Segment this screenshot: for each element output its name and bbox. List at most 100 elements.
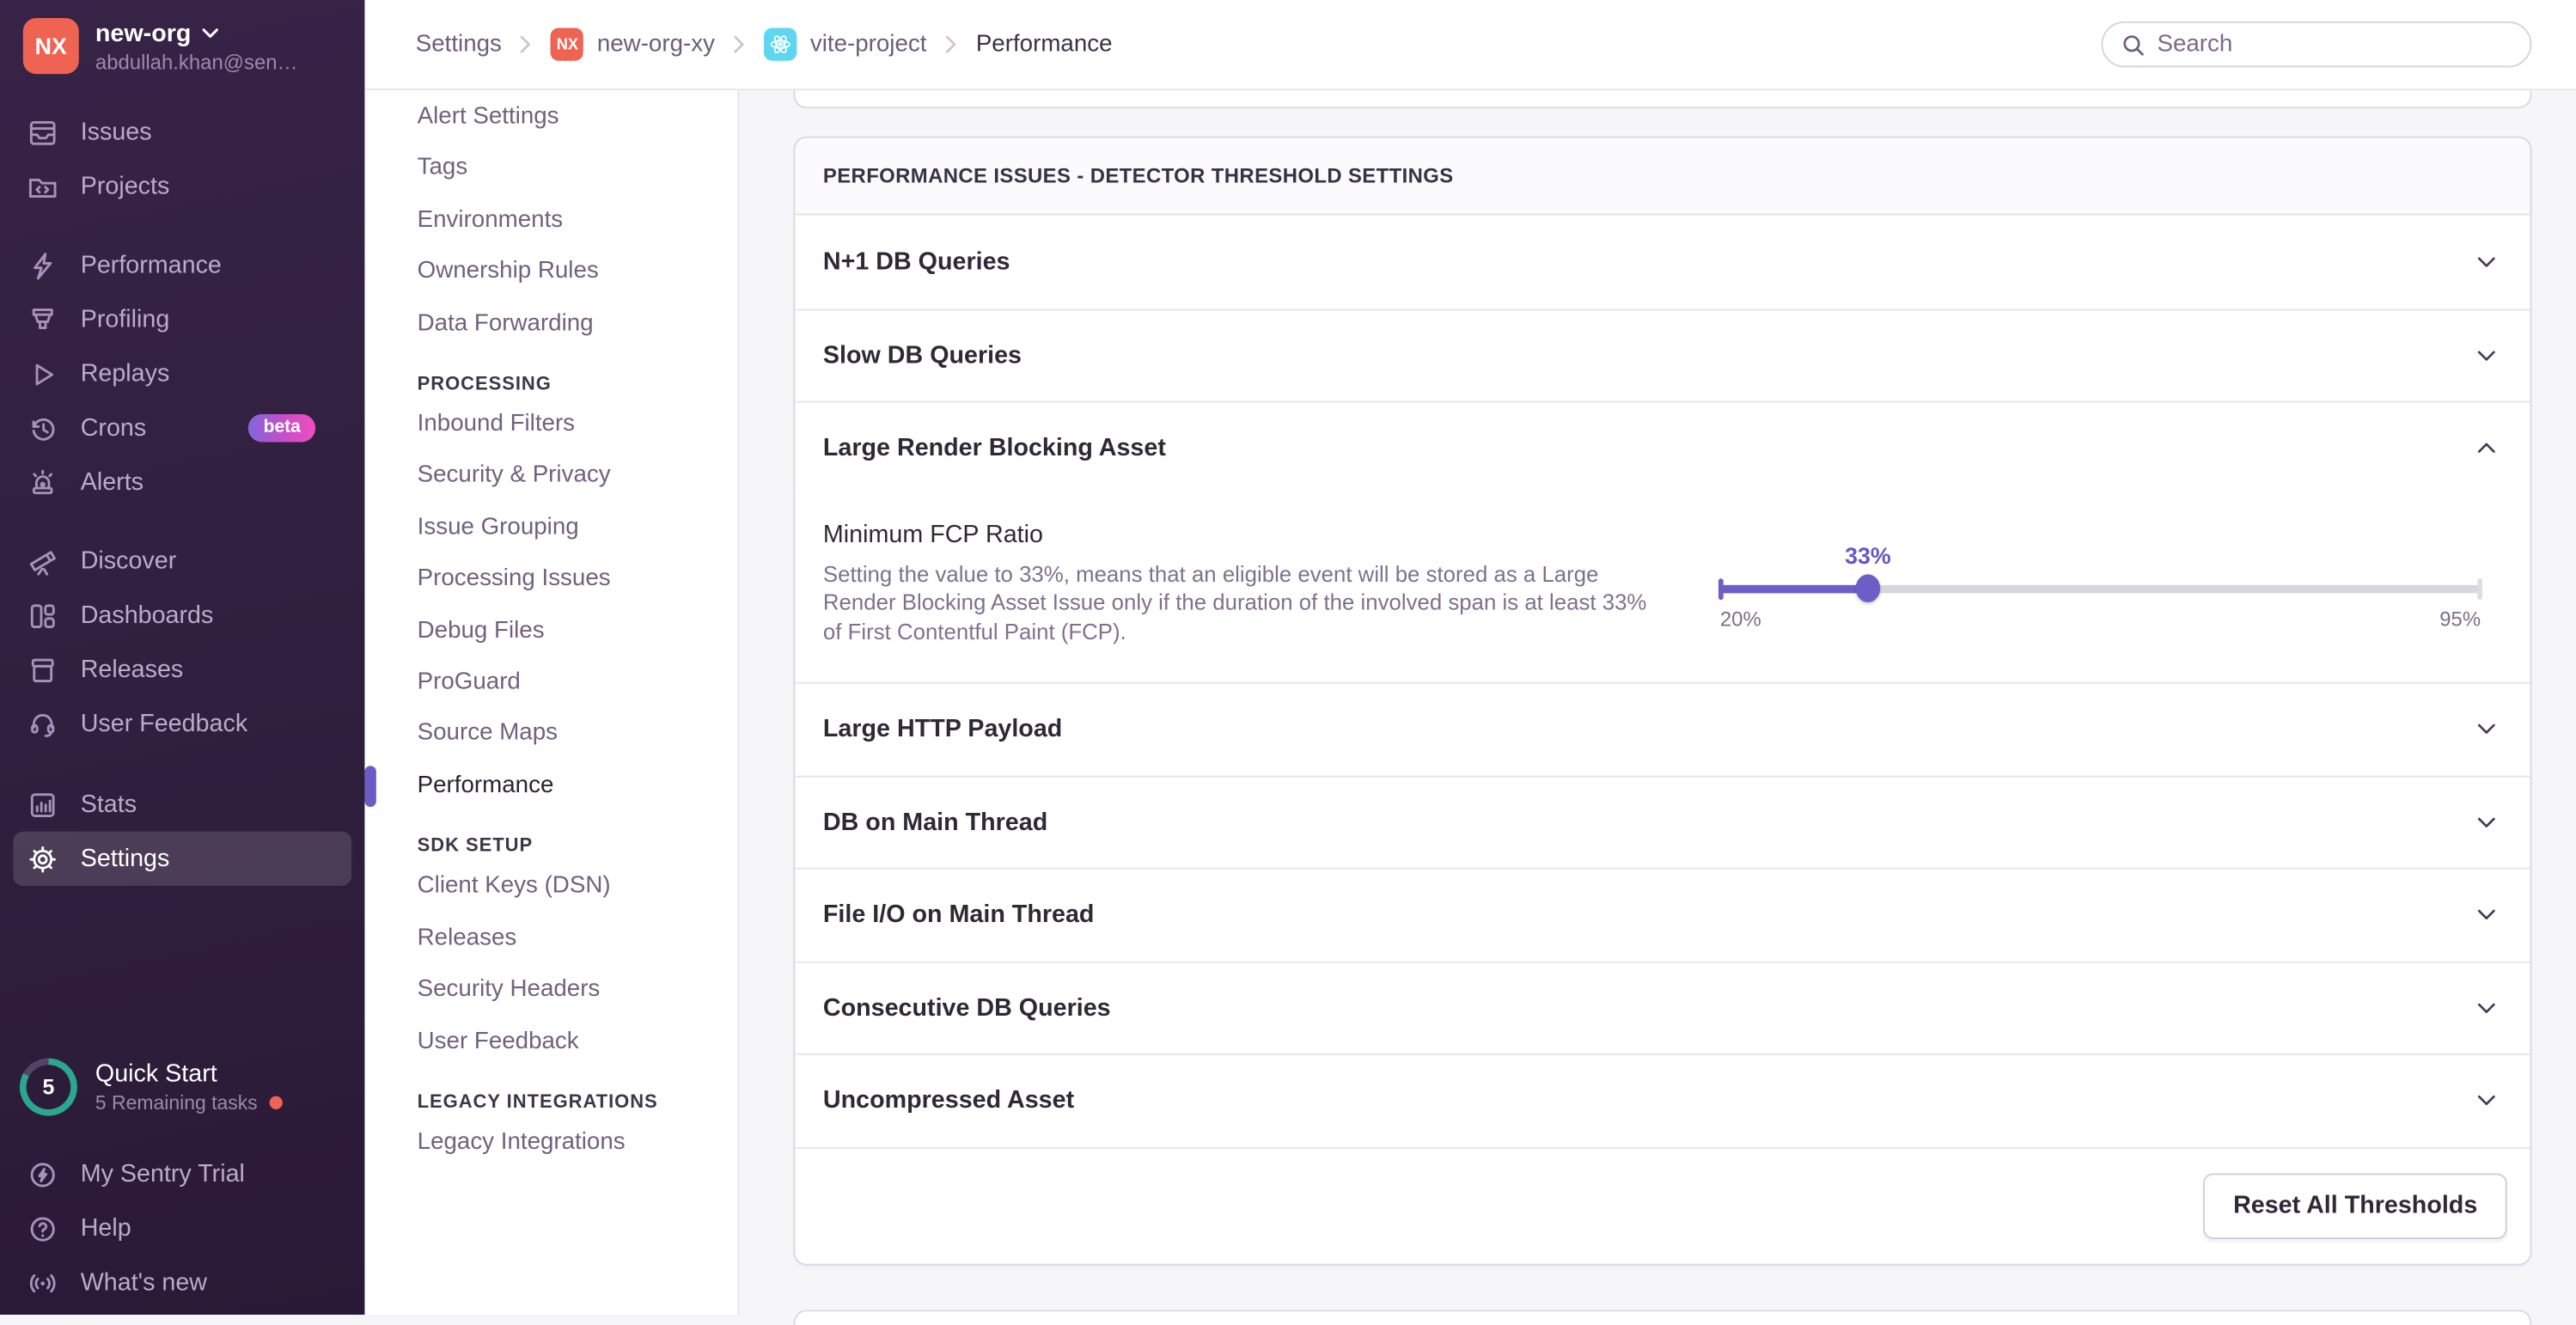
chevron-down-icon <box>2474 902 2499 927</box>
subnav-item-debug-files[interactable]: Debug Files <box>417 617 545 644</box>
reset-all-thresholds-button[interactable]: Reset All Thresholds <box>2203 1172 2507 1239</box>
chevron-down-icon <box>2474 343 2499 368</box>
subnav-item-performance[interactable]: Performance <box>364 760 737 812</box>
sidebar-item-projects[interactable]: Projects <box>0 160 364 214</box>
accordion-row-consecutive-db-queries[interactable]: Consecutive DB Queries <box>795 960 2530 1053</box>
next-card-top-edge <box>793 1309 2532 1325</box>
sidebar-item-profiling[interactable]: Profiling <box>0 292 364 346</box>
panel-title: PERFORMANCE ISSUES - DETECTOR THRESHOLD … <box>795 137 2530 216</box>
sidebar-item-releases[interactable]: Releases <box>0 643 364 697</box>
subnav-item-ownership-rules[interactable]: Ownership Rules <box>417 258 599 285</box>
sidebar-item-performance[interactable]: Performance <box>0 238 364 292</box>
sidebar-item-label: Crons <box>80 413 147 443</box>
sidebar-item-label: My Sentry Trial <box>80 1160 245 1188</box>
subnav-item-releases[interactable]: Releases <box>417 925 517 951</box>
setting-label: Minimum FCP Ratio <box>822 520 1043 548</box>
accordion-row-large-render-blocking-asset[interactable]: Large Render Blocking Asset <box>795 400 2530 494</box>
sidebar-item-label: What's new <box>80 1268 208 1297</box>
discover-icon <box>25 543 61 579</box>
react-project-icon <box>764 27 797 61</box>
sidebar-item-dashboards[interactable]: Dashboards <box>0 589 364 643</box>
breadcrumb-org[interactable]: NX new-org-xy <box>551 27 715 61</box>
slider-track[interactable] <box>1718 574 2483 602</box>
subnav-item-security-privacy[interactable]: Security & Privacy <box>417 462 611 489</box>
chevron-right-icon <box>944 34 957 54</box>
accordion-row-n1-db-queries[interactable]: N+1 DB Queries <box>795 215 2530 308</box>
org-switcher[interactable]: NX new-org abdullah.khan@sen… <box>0 0 364 87</box>
subnav-item-tags[interactable]: Tags <box>417 155 468 182</box>
sidebar-item-discover[interactable]: Discover <box>0 534 364 589</box>
user-feedback-icon <box>25 705 61 742</box>
sidebar-item-user-feedback[interactable]: User Feedback <box>0 697 364 751</box>
org-name: new-org <box>95 18 192 47</box>
alerts-icon <box>25 464 61 500</box>
sidebar-item-replays[interactable]: Replays <box>0 347 364 401</box>
panel-footer: Reset All Thresholds <box>795 1145 2530 1263</box>
search-input[interactable] <box>2157 31 2512 58</box>
detector-threshold-panel: PERFORMANCE ISSUES - DETECTOR THRESHOLD … <box>793 136 2532 1265</box>
breadcrumb-project[interactable]: vite-project <box>764 27 926 61</box>
sidebar-item-label: Stats <box>80 790 137 819</box>
slider-thumb[interactable] <box>1855 574 1881 602</box>
chevron-down-icon <box>2474 717 2499 742</box>
quick-start-panel[interactable]: 5 Quick Start 5 Remaining tasks <box>0 1058 364 1116</box>
sidebar-item-help[interactable]: Help <box>0 1201 364 1255</box>
subnav-item-proguard[interactable]: ProGuard <box>417 669 521 696</box>
subnav-item-environments[interactable]: Environments <box>417 206 564 234</box>
slider-max-tick <box>2477 577 2483 600</box>
breadcrumb: Settings NX new-org-xy vite-project Perf… <box>415 27 1113 61</box>
primary-sidebar: NX new-org abdullah.khan@sen… Issues Pro… <box>0 0 365 1315</box>
accordion-row-db-on-main-thread[interactable]: DB on Main Thread <box>795 774 2530 868</box>
sidebar-item-issues[interactable]: Issues <box>0 105 364 159</box>
sidebar-item-settings[interactable]: Settings <box>13 831 352 886</box>
subnav-item-issue-grouping[interactable]: Issue Grouping <box>417 514 579 540</box>
trial-bolt-icon <box>25 1156 61 1192</box>
accordion-row-large-http-payload[interactable]: Large HTTP Payload <box>795 681 2530 775</box>
chevron-right-icon <box>733 34 746 54</box>
subnav-item-data-forwarding[interactable]: Data Forwarding <box>417 309 594 337</box>
sidebar-item-label: Profiling <box>80 305 170 334</box>
sidebar-item-alerts[interactable]: Alerts <box>0 455 364 510</box>
subnav-item-user-feedback[interactable]: User Feedback <box>417 1028 579 1054</box>
sidebar-item-label: Replays <box>80 359 170 388</box>
chevron-down-icon <box>203 27 219 39</box>
help-icon <box>25 1211 61 1247</box>
beta-badge: beta <box>248 413 316 443</box>
sidebar-item-stats[interactable]: Stats <box>0 778 364 832</box>
accordion-row-uncompressed-asset[interactable]: Uncompressed Asset <box>795 1053 2530 1146</box>
chevron-down-icon <box>2474 809 2499 834</box>
accordion-row-file-io-on-main-thread[interactable]: File I/O on Main Thread <box>795 867 2530 961</box>
subnav-item-source-maps[interactable]: Source Maps <box>417 720 559 748</box>
notification-dot <box>269 1096 283 1109</box>
top-header-bar: Settings NX new-org-xy vite-project Perf… <box>364 0 2576 91</box>
subnav-item-client-keys[interactable]: Client Keys (DSN) <box>417 873 611 900</box>
chevron-up-icon <box>2474 436 2499 461</box>
subnav-item-processing-issues[interactable]: Processing Issues <box>417 565 611 592</box>
fcp-ratio-slider[interactable]: 33% 20% 95% <box>1718 516 2483 645</box>
sidebar-item-label: Issues <box>80 118 152 147</box>
sidebar-item-label: Help <box>80 1214 131 1243</box>
sidebar-item-whats-new[interactable]: What's new <box>0 1255 364 1310</box>
breadcrumb-current-page: Performance <box>975 31 1113 58</box>
org-badge: NX <box>551 27 584 61</box>
setting-description: Setting the value to 33%, means that an … <box>822 561 1647 644</box>
broadcast-icon <box>25 1265 61 1301</box>
stats-icon <box>25 786 61 822</box>
search-box[interactable] <box>2101 21 2532 68</box>
sidebar-item-label: Projects <box>80 172 170 201</box>
chevron-right-icon <box>520 34 533 54</box>
subnav-item-legacy-integrations[interactable]: Legacy Integrations <box>417 1128 626 1156</box>
sidebar-item-my-sentry-trial[interactable]: My Sentry Trial <box>0 1147 364 1201</box>
issues-icon <box>25 114 61 150</box>
quick-start-subtitle: 5 Remaining tasks <box>95 1090 258 1114</box>
subnav-item-security-headers[interactable]: Security Headers <box>417 976 601 1003</box>
subnav-item-alert-settings[interactable]: Alert Settings <box>417 103 559 131</box>
settings-subnav: Alert Settings Tags Environments Ownersh… <box>364 90 740 1315</box>
releases-icon <box>25 651 61 687</box>
accordion-row-slow-db-queries[interactable]: Slow DB Queries <box>795 308 2530 401</box>
dashboards-icon <box>25 597 61 633</box>
subnav-item-inbound-filters[interactable]: Inbound Filters <box>417 411 576 437</box>
breadcrumb-settings[interactable]: Settings <box>415 31 502 58</box>
crons-icon <box>25 410 61 446</box>
sidebar-item-crons[interactable]: Crons beta <box>0 401 364 455</box>
